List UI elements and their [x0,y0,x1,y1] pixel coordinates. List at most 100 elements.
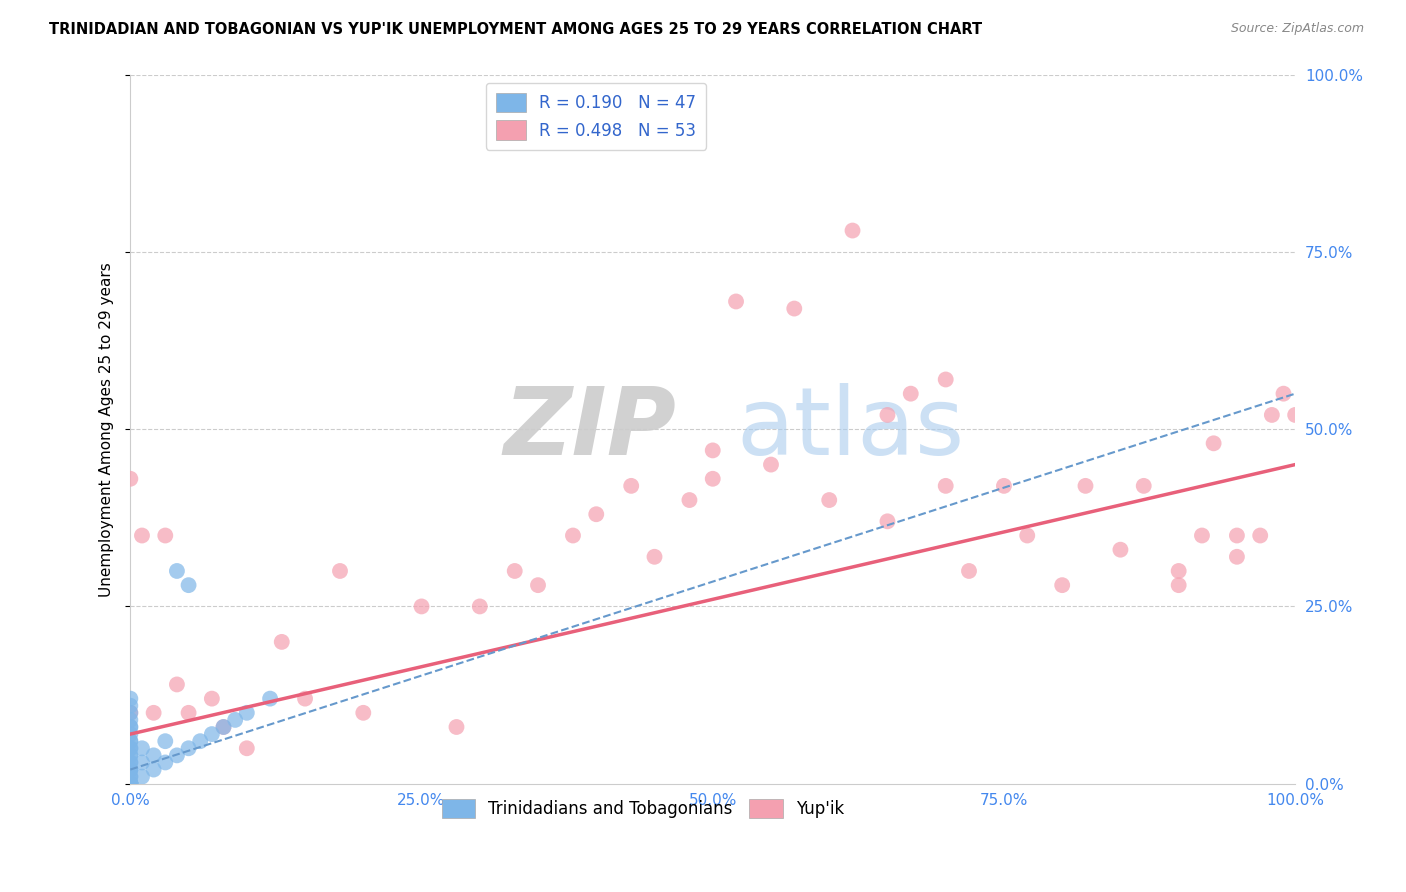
Point [120,734,142,748]
Point [702,443,724,458]
Point [725,294,748,309]
Point [120,770,142,784]
Point [1249,528,1271,542]
Point [1272,386,1295,401]
Point [352,706,374,720]
Point [702,472,724,486]
Point [411,599,433,614]
Point [120,777,142,791]
Point [120,777,142,791]
Point [236,741,259,756]
Point [120,472,142,486]
Point [120,763,142,777]
Point [212,720,235,734]
Point [120,720,142,734]
Point [120,756,142,770]
Point [562,528,585,542]
Point [935,372,957,386]
Point [177,578,200,592]
Text: Source: ZipAtlas.com: Source: ZipAtlas.com [1230,22,1364,36]
Point [935,479,957,493]
Point [120,777,142,791]
Point [142,748,165,763]
Point [155,528,177,542]
Point [841,223,863,237]
Point [120,777,142,791]
Point [900,386,922,401]
Point [120,713,142,727]
Point [1202,436,1225,450]
Point [1050,578,1073,592]
Point [527,578,550,592]
Point [1284,408,1306,422]
Point [120,763,142,777]
Point [177,706,200,720]
Point [142,763,165,777]
Point [120,748,142,763]
Point [120,777,142,791]
Point [783,301,806,316]
Point [329,564,352,578]
Point [120,777,142,791]
Point [1167,564,1189,578]
Point [1226,528,1249,542]
Point [155,756,177,770]
Point [155,734,177,748]
Point [166,564,188,578]
Point [131,770,153,784]
Point [1191,528,1213,542]
Point [1261,408,1284,422]
Point [142,706,165,720]
Point [993,479,1015,493]
Text: ZIP: ZIP [503,384,676,475]
Point [201,691,224,706]
Point [236,706,259,720]
Point [120,777,142,791]
Point [1226,549,1249,564]
Point [1109,542,1132,557]
Point [270,635,292,649]
Point [876,408,898,422]
Point [120,777,142,791]
Point [120,741,142,756]
Point [1167,578,1189,592]
Point [131,741,153,756]
Point [131,528,153,542]
Point [120,706,142,720]
Point [120,698,142,713]
Point [294,691,316,706]
Point [876,514,898,528]
Point [120,777,142,791]
Point [446,720,468,734]
Point [1132,479,1154,493]
Point [585,507,607,521]
Point [120,748,142,763]
Point [1017,528,1039,542]
Point [120,706,142,720]
Point [201,727,224,741]
Point [120,777,142,791]
Point [120,741,142,756]
Point [259,691,281,706]
Legend: Trinidadians and Tobagonians, Yup'ik: Trinidadians and Tobagonians, Yup'ik [434,792,851,825]
Point [166,748,188,763]
Point [818,493,841,508]
Point [759,458,782,472]
Point [1074,479,1097,493]
Point [120,691,142,706]
Point [120,770,142,784]
Point [644,549,666,564]
Point [120,756,142,770]
Point [620,479,643,493]
Point [678,493,700,508]
Text: atlas: atlas [737,384,965,475]
Point [224,713,246,727]
Point [468,599,491,614]
Point [131,756,153,770]
Point [503,564,526,578]
Point [212,720,235,734]
Point [166,677,188,691]
Point [957,564,980,578]
Y-axis label: Unemployment Among Ages 25 to 29 years: Unemployment Among Ages 25 to 29 years [100,261,114,597]
Text: TRINIDADIAN AND TOBAGONIAN VS YUP'IK UNEMPLOYMENT AMONG AGES 25 TO 29 YEARS CORR: TRINIDADIAN AND TOBAGONIAN VS YUP'IK UNE… [49,22,983,37]
